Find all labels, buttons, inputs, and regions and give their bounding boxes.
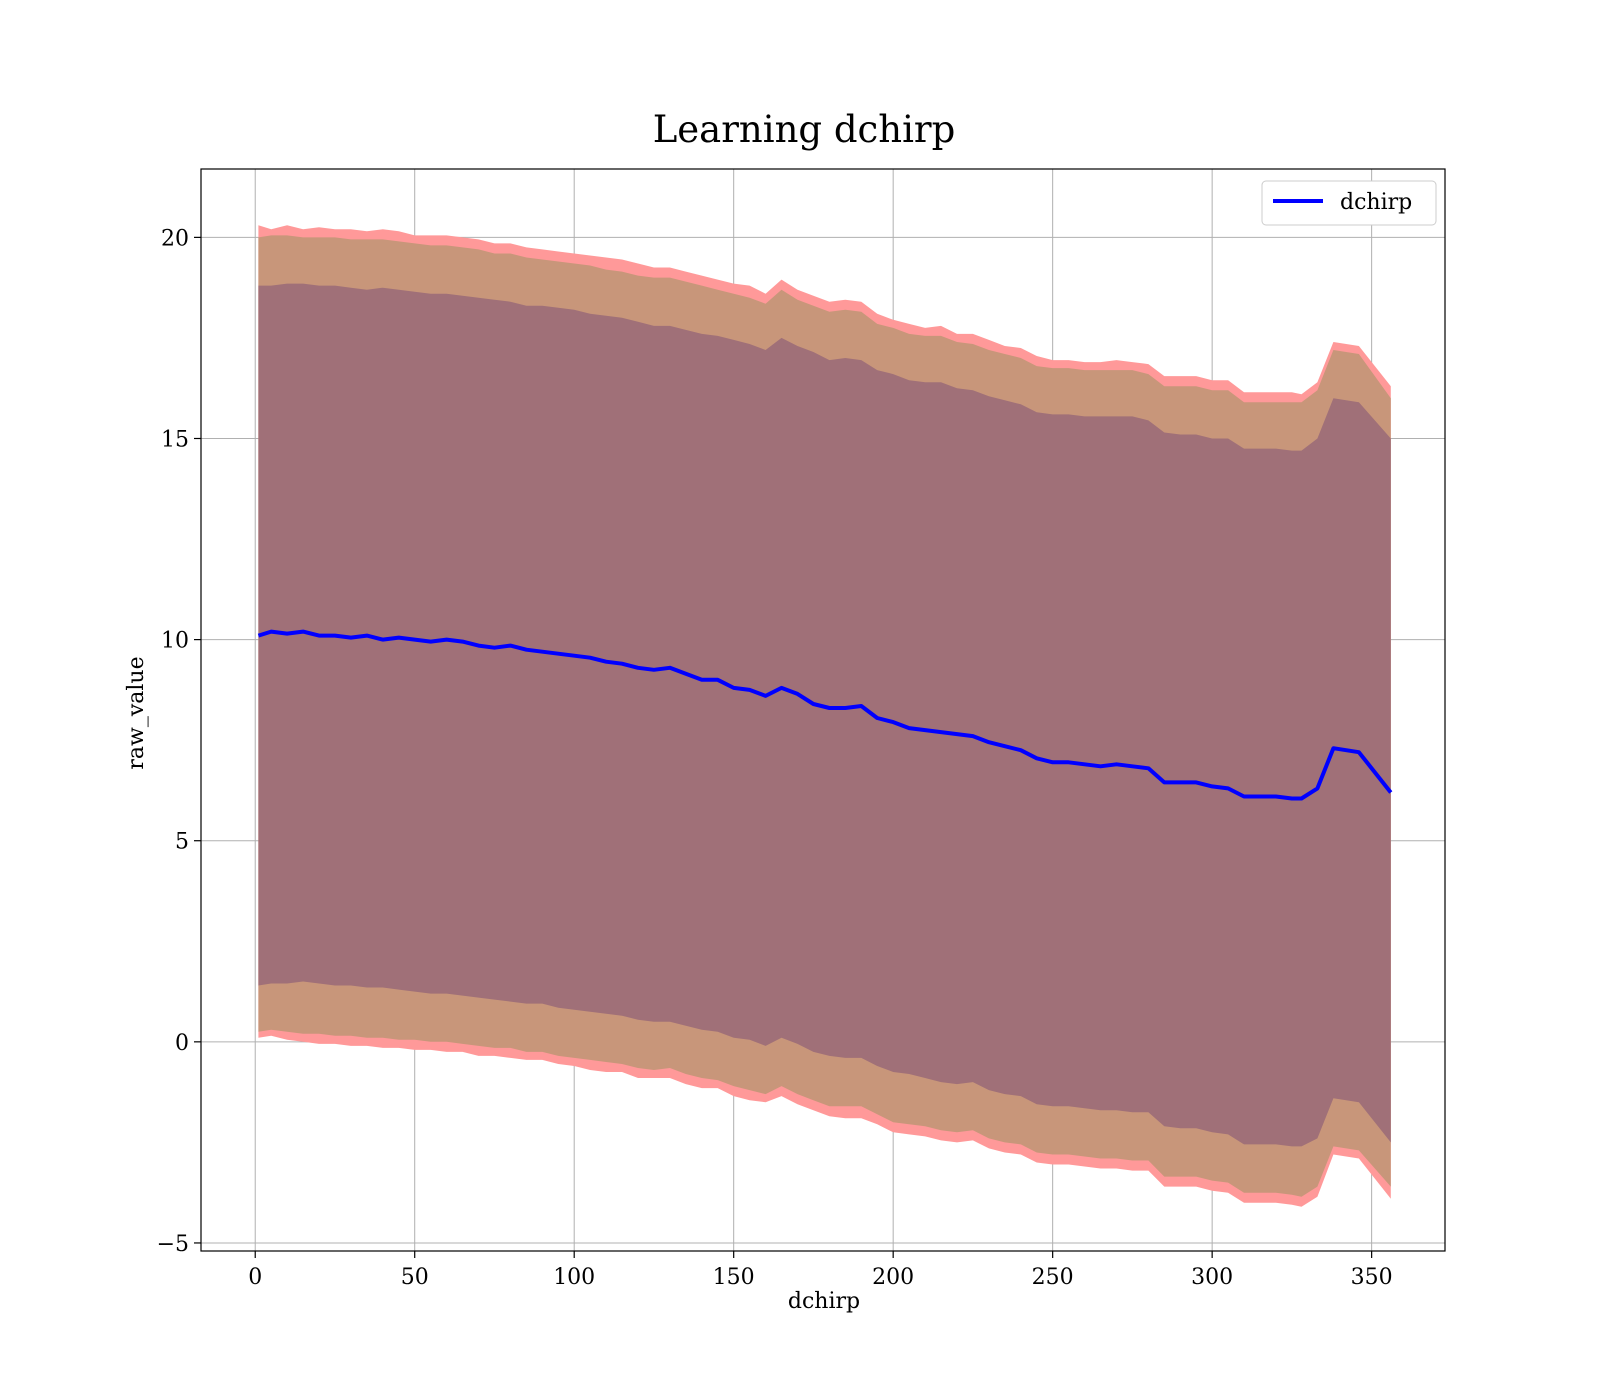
x-tick-label: 350 bbox=[1351, 1265, 1393, 1290]
x-tick-label: 250 bbox=[1032, 1265, 1074, 1290]
y-tick-label: 10 bbox=[161, 629, 189, 654]
legend-box bbox=[1261, 180, 1437, 226]
legend: dchirp bbox=[1261, 180, 1437, 226]
series-line-dchirp bbox=[257, 629, 1393, 801]
y-tick-label: −5 bbox=[157, 1232, 189, 1257]
chart-title: Learning dchirp bbox=[653, 108, 956, 151]
x-tick-label: 150 bbox=[713, 1265, 755, 1290]
y-tick-label: 20 bbox=[161, 226, 189, 251]
x-tick-label: 50 bbox=[401, 1265, 429, 1290]
legend-label-dchirp: dchirp bbox=[1340, 190, 1412, 215]
y-tick-label: 0 bbox=[175, 1031, 189, 1056]
x-tick-label: 300 bbox=[1191, 1265, 1233, 1290]
y-axis-ticks: −5 0 5 10 15 20 bbox=[157, 226, 201, 1257]
series-lines bbox=[257, 629, 1393, 801]
y-tick-label: 5 bbox=[175, 830, 189, 855]
plot-area: 0 50 100 150 200 250 300 350 −5 0 5 10 15 20 bbox=[157, 168, 1446, 1290]
band-inner bbox=[258, 283, 1391, 1147]
y-axis-label: raw_value bbox=[124, 656, 149, 769]
x-tick-label: 200 bbox=[872, 1265, 914, 1290]
x-axis-ticks: 0 50 100 150 200 250 300 350 bbox=[248, 1251, 1393, 1290]
axes-frame bbox=[200, 168, 1446, 1252]
x-tick-label: 100 bbox=[553, 1265, 595, 1290]
x-axis-label: dchirp bbox=[788, 1289, 860, 1314]
confidence-bands bbox=[258, 225, 1391, 1207]
y-tick-label: 15 bbox=[161, 427, 189, 452]
x-tick-label: 0 bbox=[248, 1265, 262, 1290]
